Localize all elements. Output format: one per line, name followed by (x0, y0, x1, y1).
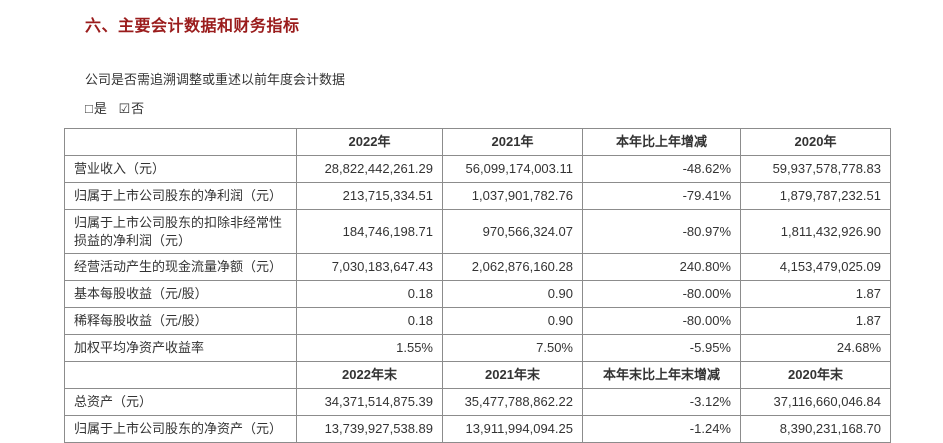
option-no: ☑否 (119, 101, 145, 116)
column-header: 2021年末 (442, 361, 583, 390)
value-cell: -80.00% (582, 307, 741, 336)
financial-table: 2022年 2021年 本年比上年增减 2020年 营业收入（元） 28,822,442,… (64, 128, 891, 443)
row-label: 基本每股收益（元/股） (64, 280, 297, 309)
value-cell: 1.55% (296, 334, 443, 363)
row-label: 归属于上市公司股东的扣除非经常性损益的净利润（元） (64, 208, 297, 255)
value-cell: 970,566,324.07 (442, 208, 583, 255)
row-label: 归属于上市公司股东的净利润（元） (64, 182, 297, 210)
option-yes-label: 是 (93, 101, 107, 116)
value-cell: 24.68% (740, 334, 891, 363)
corner-cell (64, 361, 297, 390)
corner-cell (64, 128, 297, 156)
value-cell: 8,390,231,168.70 (740, 415, 891, 443)
table-row: 稀释每股收益（元/股） 0.18 0.90 -80.00% 1.87 (64, 307, 891, 336)
value-cell: 13,911,994,094.25 (442, 415, 583, 443)
table-row: 营业收入（元） 28,822,442,261.29 56,099,174,003.1… (64, 155, 891, 183)
section-title: 六、主要会计数据和财务指标 (85, 18, 300, 35)
value-cell: 0.18 (296, 280, 443, 309)
row-label: 经营活动产生的现金流量净额（元） (64, 253, 297, 282)
value-cell: 0.90 (442, 307, 583, 336)
value-cell: 7.50% (442, 334, 583, 363)
restatement-question: 公司是否需追溯调整或重述以前年度会计数据 (85, 72, 346, 87)
value-cell: 184,746,198.71 (296, 208, 443, 255)
value-cell: -80.97% (582, 208, 741, 255)
column-header: 2020年末 (740, 361, 891, 390)
column-header: 2022年 (296, 128, 443, 156)
column-header: 2022年末 (296, 361, 443, 390)
financial-table-body: 2022年 2021年 本年比上年增减 2020年 营业收入（元） 28,822,442,… (64, 128, 891, 443)
value-cell: 59,937,578,778.83 (740, 155, 891, 183)
row-label: 加权平均净资产收益率 (64, 334, 297, 363)
value-cell: -79.41% (582, 182, 741, 210)
option-yes: □是 (85, 101, 107, 116)
value-cell: 1,037,901,782.76 (442, 182, 583, 210)
column-header: 本年比上年增减 (582, 128, 741, 156)
value-cell: -80.00% (582, 280, 741, 309)
table-row: 归属于上市公司股东的净利润（元） 213,715,334.51 1,037,901,… (64, 182, 891, 210)
value-cell: 240.80% (582, 253, 741, 282)
value-cell: 13,739,927,538.89 (296, 415, 443, 443)
value-cell: 1,879,787,232.51 (740, 182, 891, 210)
table-header-row: 2022年末 2021年末 本年末比上年末增减 2020年末 (64, 361, 891, 390)
value-cell: 56,099,174,003.11 (442, 155, 583, 183)
value-cell: -48.62% (582, 155, 741, 183)
value-cell: 1.87 (740, 280, 891, 309)
value-cell: 7,030,183,647.43 (296, 253, 443, 282)
value-cell: -1.24% (582, 415, 741, 443)
table-row: 加权平均净资产收益率 1.55% 7.50% -5.95% 24.68% (64, 334, 891, 363)
value-cell: -5.95% (582, 334, 741, 363)
value-cell: 1,811,432,926.90 (740, 208, 891, 255)
value-cell: 4,153,479,025.09 (740, 253, 891, 282)
column-header: 本年末比上年末增减 (582, 361, 741, 390)
table-row: 总资产（元） 34,371,514,875.39 35,477,788,862.22… (64, 388, 891, 417)
table-row: 归属于上市公司股东的扣除非经常性损益的净利润（元） 184,746,198.71 9… (64, 208, 891, 255)
value-cell: 34,371,514,875.39 (296, 388, 443, 417)
table-row: 基本每股收益（元/股） 0.18 0.90 -80.00% 1.87 (64, 280, 891, 309)
value-cell: 2,062,876,160.28 (442, 253, 583, 282)
row-label: 归属于上市公司股东的净资产（元） (64, 415, 297, 443)
checkbox-checked-icon: ☑ (118, 101, 131, 116)
row-label: 总资产（元） (64, 388, 297, 417)
table-row: 经营活动产生的现金流量净额（元） 7,030,183,647.43 2,062,87… (64, 253, 891, 282)
value-cell: 213,715,334.51 (296, 182, 443, 210)
value-cell: 0.18 (296, 307, 443, 336)
option-no-label: 否 (131, 101, 145, 116)
restatement-options: □是 ☑否 (85, 98, 943, 117)
value-cell: 1.87 (740, 307, 891, 336)
value-cell: 35,477,788,862.22 (442, 388, 583, 417)
checkbox-unchecked-icon: □ (85, 101, 93, 116)
column-header: 2020年 (740, 128, 891, 156)
table-row: 归属于上市公司股东的净资产（元） 13,739,927,538.89 13,911,… (64, 415, 891, 443)
row-label: 营业收入（元） (64, 155, 297, 183)
column-header: 2021年 (442, 128, 583, 156)
table-header-row: 2022年 2021年 本年比上年增减 2020年 (64, 128, 891, 156)
row-label: 稀释每股收益（元/股） (64, 307, 297, 336)
value-cell: 28,822,442,261.29 (296, 155, 443, 183)
value-cell: -3.12% (582, 388, 741, 417)
value-cell: 37,116,660,046.84 (740, 388, 891, 417)
value-cell: 0.90 (442, 280, 583, 309)
